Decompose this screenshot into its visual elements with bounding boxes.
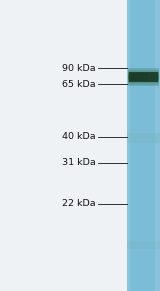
Text: 22 kDa: 22 kDa (62, 199, 96, 208)
Bar (128, 79, 159, 80)
Text: 90 kDa: 90 kDa (62, 64, 96, 73)
Bar (130, 78, 148, 81)
Text: 65 kDa: 65 kDa (62, 80, 96, 89)
Text: 40 kDa: 40 kDa (62, 132, 96, 141)
Bar (130, 73, 148, 77)
Bar (128, 76, 159, 77)
Bar (128, 75, 159, 76)
Bar (127, 0, 160, 291)
Bar (128, 83, 159, 84)
Bar (128, 82, 159, 83)
Bar (128, 68, 159, 69)
Bar (128, 81, 159, 82)
Bar (127, 133, 160, 143)
Bar (128, 77, 159, 78)
Bar (128, 85, 159, 86)
Bar (127, 242, 160, 249)
Text: 31 kDa: 31 kDa (62, 159, 96, 167)
Bar (128, 84, 159, 85)
Bar (155, 0, 160, 291)
Bar (128, 69, 159, 70)
Bar (128, 73, 159, 74)
Bar (128, 80, 159, 81)
Bar (127, 0, 130, 291)
Bar (128, 70, 159, 71)
Bar (128, 71, 159, 72)
Bar (128, 72, 159, 73)
Bar (129, 72, 158, 82)
Bar (128, 74, 159, 75)
Bar (128, 78, 159, 79)
